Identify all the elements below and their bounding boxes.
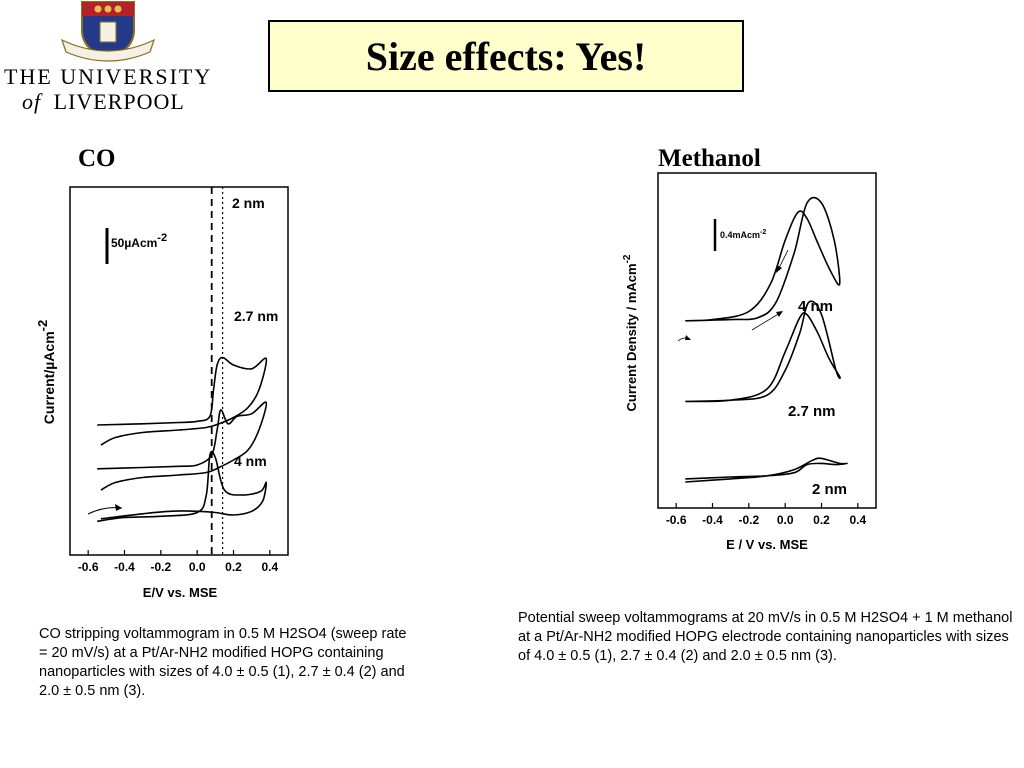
co-series-label: 4 nm: [234, 453, 267, 469]
methanol-x-axis-title: E / V vs. MSE: [726, 537, 808, 552]
slide-title-box: Size effects: Yes!: [268, 20, 744, 92]
co-x-tick-label: -0.6: [78, 560, 99, 574]
methanol-panel-title: Methanol: [658, 145, 761, 172]
co-series-curve: [97, 356, 268, 446]
co-series-curve: [97, 401, 268, 491]
co-x-tick-label: -0.2: [150, 560, 171, 574]
methanol-y-axis-title: Current Density / mAcm-2: [622, 254, 639, 411]
logo-line2: LIVERPOOL: [53, 89, 185, 114]
co-y-axis-title: Current/µAcm-2: [35, 320, 57, 424]
methanol-reverse-arrow-head: [776, 265, 782, 273]
me-x-tick-label: 0.0: [777, 513, 794, 527]
co-x-tick-label: -0.4: [114, 560, 135, 574]
methanol-start-arrow-head: [685, 335, 691, 340]
co-plot-frame: [69, 186, 289, 556]
methanol-forward-arrow-head: [776, 311, 783, 317]
co-scale-label: 50µAcm-2: [111, 232, 167, 250]
me-series-curve: [685, 300, 841, 403]
me-series-label: 2.7 nm: [788, 403, 836, 420]
me-series-label: 2 nm: [812, 481, 847, 498]
co-arrow-head: [115, 504, 122, 511]
me-series-label: 4 nm: [798, 298, 833, 315]
logo-line1: THE UNIVERSITY: [4, 64, 213, 89]
me-x-tick-label: -0.4: [702, 513, 723, 527]
co-x-tick-label: 0.4: [261, 560, 278, 574]
me-series-curve: [685, 196, 841, 322]
me-series-curve: [685, 457, 848, 483]
co-series-label: 2.7 nm: [234, 308, 278, 324]
me-x-tick-label: 0.4: [849, 513, 866, 527]
crest-icon: [60, 1, 156, 62]
slide-title: Size effects: Yes!: [365, 33, 647, 79]
co-series-label: 2 nm: [232, 195, 265, 211]
co-x-axis-title: E/V vs. MSE: [143, 585, 218, 600]
co-caption: CO stripping voltammogram in 0.5 M H2SO4…: [39, 626, 407, 699]
me-x-tick-label: 0.2: [813, 513, 830, 527]
methanol-scale-label: 0.4mAcm-2: [720, 229, 766, 240]
methanol-caption: Potential sweep voltammograms at 20 mV/s…: [518, 610, 1013, 664]
logo-line2-wrap: of LIVERPOOL: [22, 89, 185, 115]
co-x-tick-label: 0.2: [225, 560, 242, 574]
methanol-plot-frame: [657, 172, 877, 509]
me-x-tick-label: -0.2: [738, 513, 759, 527]
co-series-curve: [97, 450, 268, 523]
logo-of: of: [22, 89, 42, 114]
co-panel-title: CO: [78, 145, 116, 172]
me-x-tick-label: -0.6: [666, 513, 687, 527]
university-logo: [0, 0, 210, 115]
co-x-tick-label: 0.0: [189, 560, 206, 574]
methanol-forward-arrow: [751, 312, 781, 331]
